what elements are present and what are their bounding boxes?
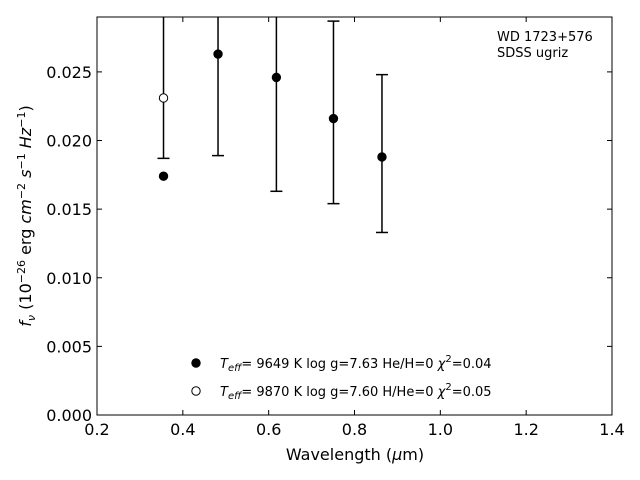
y-axis-label: fν (10−26 erg cm−2 s−1 Hz−1) bbox=[15, 105, 38, 326]
legend-label-1: Teff= 9649 K log g=7.63 He/H=0 χ2=0.04 bbox=[220, 354, 492, 374]
x-tick-label-6: 1.4 bbox=[599, 420, 624, 439]
y-tick-label-1: 0.005 bbox=[46, 337, 92, 356]
x-tick-label-5: 1.2 bbox=[513, 420, 538, 439]
series-0-point-1 bbox=[213, 49, 223, 59]
y-tick-label-2: 0.010 bbox=[46, 269, 92, 288]
data-points bbox=[158, 49, 387, 181]
series-0-point-2 bbox=[271, 72, 282, 83]
annotation-line-2: SDSS ugriz bbox=[497, 46, 568, 61]
series-1-point-0 bbox=[158, 93, 169, 103]
y-tick-label-5: 0.025 bbox=[46, 63, 92, 82]
legend: Teff= 9649 K log g=7.63 He/H=0 χ2=0.04 T… bbox=[191, 354, 492, 402]
plot-frame bbox=[96, 16, 613, 416]
error-bars bbox=[157, 17, 388, 234]
x-tick-label-1: 0.4 bbox=[170, 420, 195, 439]
x-tick-label-0: 0.2 bbox=[84, 420, 109, 439]
legend-marker-open bbox=[191, 386, 201, 396]
series-0-point-3 bbox=[328, 113, 339, 124]
series-0-point-0 bbox=[158, 171, 169, 181]
annotation: WD 1723+576 SDSS ugriz bbox=[497, 30, 593, 61]
x-axis-label: Wavelength (μm) bbox=[286, 445, 424, 464]
legend-marker-filled bbox=[191, 358, 201, 368]
x-tick-label-2: 0.6 bbox=[256, 420, 281, 439]
y-tick-label-4: 0.020 bbox=[46, 132, 92, 151]
series-0-point-4 bbox=[377, 152, 387, 162]
legend-label-2: Teff= 9870 K log g=7.60 H/He=0 χ2=0.05 bbox=[220, 382, 492, 402]
x-tick-label-3: 0.8 bbox=[342, 420, 367, 439]
annotation-line-1: WD 1723+576 bbox=[497, 30, 593, 45]
y-tick-label-3: 0.015 bbox=[46, 200, 92, 219]
x-tick-label-4: 1.0 bbox=[428, 420, 453, 439]
axis-ticks: 0.2 0.4 0.6 0.8 1.0 1.2 1.4 0.000 0.005 0.010 0.01… bbox=[46, 17, 625, 439]
y-tick-label-0: 0.000 bbox=[46, 406, 92, 425]
